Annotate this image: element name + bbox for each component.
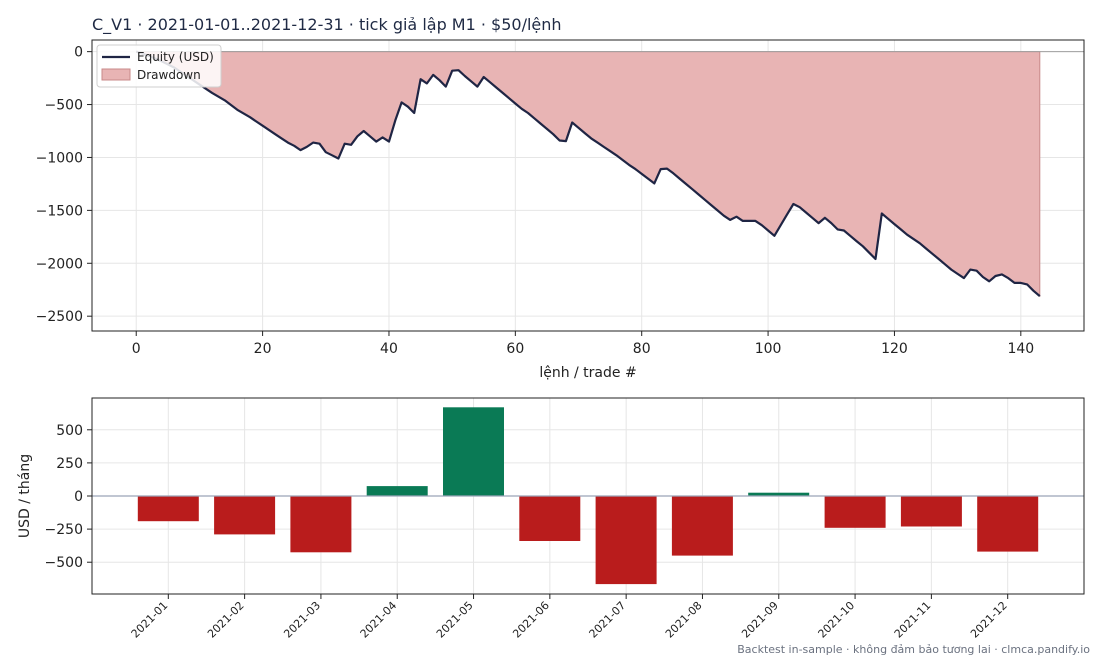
y-tick-label: 0 [74,489,83,505]
y-tick-label: −2000 [36,256,83,272]
y-tick-label: −250 [45,522,83,538]
monthly-bars [137,407,1039,585]
bar-2021-06 [519,496,581,541]
equity-line [135,50,1041,297]
x-tick-label: 140 [1007,341,1034,357]
equity-y-ticks: 0 −500 −1000 −1500 −2000 −2500 [36,45,92,325]
monthly-x-ticks: 2021-01 2021-02 2021-03 2021-04 2021-05 2021-… [129,594,1010,641]
x-tick-label: 80 [633,341,651,357]
x-tick-label: 2021-02 [205,599,247,641]
legend-equity-label: Equity (USD) [137,50,214,64]
bar-2021-04 [366,486,428,496]
bar-2021-08 [671,496,733,556]
equity-axes-frame [91,39,1085,332]
y-tick-label: 500 [56,423,83,439]
y-tick-label: −1000 [36,150,83,166]
x-tick-label: 2021-01 [129,599,171,641]
equity-x-ticks: 0 20 40 60 80 100 120 140 [132,331,1034,357]
x-tick-label: 60 [506,341,524,357]
bar-2021-11 [900,496,962,527]
y-tick-label: 250 [56,456,83,472]
equity-panel: 0 20 40 60 80 100 120 140 0 −500 −1000 −1500 −2000 −… [36,39,1085,381]
bar-2021-12 [977,496,1039,552]
y-tick-label: −500 [45,555,83,571]
bar-2021-09 [748,492,810,496]
x-tick-label: 2021-05 [434,599,476,641]
equity-x-axis-label: lệnh / trade # [539,365,636,381]
x-tick-label: 0 [132,341,141,357]
monthly-y-axis-label: USD / tháng [17,454,33,538]
chart-title: C_V1 · 2021-01-01..2021-12-31 · tick giả… [92,15,562,35]
footer-disclaimer: Backtest in-sample · không đảm bảo tương… [737,643,1090,656]
x-tick-label: 2021-06 [510,599,552,641]
y-tick-label: −1500 [36,203,83,219]
y-tick-label: −500 [45,98,83,114]
x-tick-label: 2021-07 [587,599,629,641]
bar-2021-01 [137,496,199,522]
monthly-pnl-panel: 2021-01 2021-02 2021-03 2021-04 2021-05 2021-… [17,397,1085,641]
x-tick-label: 2021-03 [281,599,323,641]
y-tick-label: −2500 [36,309,83,325]
x-tick-label: 2021-09 [739,599,781,641]
y-tick-label: 0 [74,45,83,61]
drawdown-area [136,51,1041,298]
bar-2021-03 [290,496,352,553]
bar-2021-07 [595,496,657,585]
legend-drawdown-swatch [101,68,131,81]
x-tick-label: 100 [755,341,782,357]
bar-2021-02 [214,496,276,535]
legend-drawdown-label: Drawdown [137,68,201,82]
x-tick-label: 120 [881,341,908,357]
bar-2021-05 [443,407,504,496]
x-tick-label: 2021-10 [816,599,858,641]
x-tick-label: 2021-11 [892,599,934,641]
x-tick-label: 20 [254,341,272,357]
monthly-y-ticks: 500 250 0 −250 −500 [45,423,92,571]
equity-legend: Equity (USD) Drawdown [96,44,222,88]
bar-2021-10 [824,496,886,528]
x-tick-label: 2021-04 [358,599,400,641]
x-tick-label: 40 [380,341,398,357]
x-tick-label: 2021-08 [663,599,705,641]
x-tick-label: 2021-12 [968,599,1010,641]
